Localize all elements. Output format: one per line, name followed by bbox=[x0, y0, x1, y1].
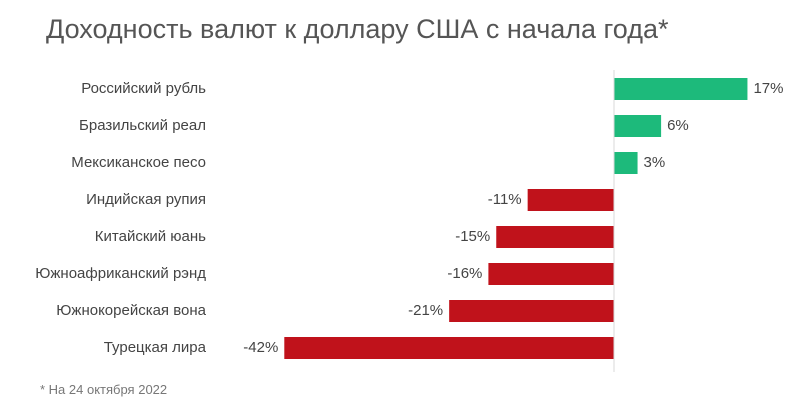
bar bbox=[614, 115, 662, 137]
category-label: Российский рубль bbox=[81, 80, 206, 97]
bar bbox=[488, 263, 614, 285]
value-label: -16% bbox=[447, 265, 482, 282]
category-label: Индийская рупия bbox=[86, 191, 206, 208]
bar bbox=[614, 152, 638, 174]
value-label: -15% bbox=[455, 228, 490, 245]
value-label: 17% bbox=[753, 80, 783, 97]
value-label: -42% bbox=[243, 339, 278, 356]
chart-title: Доходность валют к доллару США с начала … bbox=[46, 14, 669, 44]
category-label: Бразильский реал bbox=[79, 117, 206, 134]
bar bbox=[449, 300, 614, 322]
value-label: 6% bbox=[667, 117, 689, 134]
bar bbox=[527, 189, 614, 211]
bar bbox=[496, 226, 614, 248]
bar bbox=[284, 337, 614, 359]
category-label: Турецкая лира bbox=[104, 339, 207, 356]
bar bbox=[614, 78, 748, 100]
value-label: 3% bbox=[644, 154, 666, 171]
chart-footnote: * На 24 октября 2022 bbox=[40, 382, 168, 397]
category-label: Мексиканское песо bbox=[71, 154, 206, 171]
value-label: -11% bbox=[488, 191, 522, 208]
category-label: Южнокорейская вона bbox=[56, 302, 206, 319]
value-label: -21% bbox=[408, 302, 443, 319]
category-label: Китайский юань bbox=[95, 228, 206, 245]
category-label: Южноафриканский рэнд bbox=[35, 265, 206, 282]
